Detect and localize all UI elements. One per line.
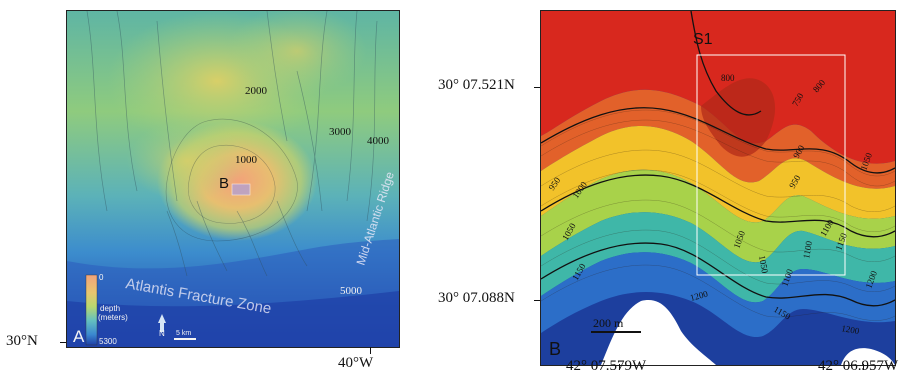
north-arrow-icon: N <box>158 314 166 338</box>
bathymetry-map-b: 800 750 800 900 950 1050 950 1000 1050 1… <box>541 11 895 365</box>
scale-bar-b: 200 m <box>591 316 641 333</box>
svg-text:5 km: 5 km <box>176 330 191 337</box>
contour-label-3000: 3000 <box>329 126 352 138</box>
legend-bottom-value: 5300 <box>99 337 117 346</box>
svg-text:1100: 1100 <box>801 240 814 260</box>
legend-title: depth <box>100 304 120 313</box>
svg-text:200 m: 200 m <box>593 316 624 330</box>
map-panel-b: 800 750 800 900 950 1050 950 1000 1050 1… <box>540 10 896 366</box>
detail-box <box>696 54 846 276</box>
site-label-s1: S1 <box>693 31 713 48</box>
lon-label-b-right: 42° 06.957W <box>818 358 899 374</box>
lon-label-a: 40°W <box>338 355 374 371</box>
svg-text:1200: 1200 <box>689 288 709 302</box>
depth-legend: 0 depth (meters) 5300 <box>85 273 128 346</box>
north-label: N <box>159 329 165 338</box>
panel-letter-b: B <box>549 339 561 359</box>
bathymetry-map-a: B 2000 1000 3000 4000 5000 Mid-Atlantic … <box>67 11 399 347</box>
study-area-box <box>231 183 251 196</box>
lon-tick-b-left <box>619 364 620 370</box>
lon-tick-a <box>370 347 371 354</box>
contour-label-2000: 2000 <box>245 85 268 97</box>
lat-tick-b-top <box>534 87 540 88</box>
legend-top-value: 0 <box>99 273 104 282</box>
lon-label-b-left: 42° 07.579W <box>566 358 647 374</box>
contour-label-800: 800 <box>721 73 735 83</box>
contour-label-1000: 1000 <box>235 154 258 166</box>
lat-tick-b-bottom <box>534 300 540 301</box>
legend-title-units: (meters) <box>98 313 128 322</box>
lat-label-a: 30°N <box>6 333 38 349</box>
svg-text:1050: 1050 <box>757 255 770 275</box>
map-panel-a: B 2000 1000 3000 4000 5000 Mid-Atlantic … <box>66 10 400 348</box>
site-label-b: B <box>219 175 229 192</box>
scale-bar-a: 5 km <box>174 330 196 340</box>
contour-label-4000: 4000 <box>367 135 390 147</box>
svg-text:1200: 1200 <box>841 323 861 336</box>
panel-letter-a: A <box>73 327 85 346</box>
contour-label-5000: 5000 <box>340 285 363 297</box>
lat-tick-a <box>60 342 66 343</box>
no-data-area <box>601 300 716 365</box>
lat-label-b-top: 30° 07.521N <box>438 77 515 93</box>
lon-tick-b-right <box>863 364 864 370</box>
lat-label-b-bottom: 30° 07.088N <box>438 290 515 306</box>
